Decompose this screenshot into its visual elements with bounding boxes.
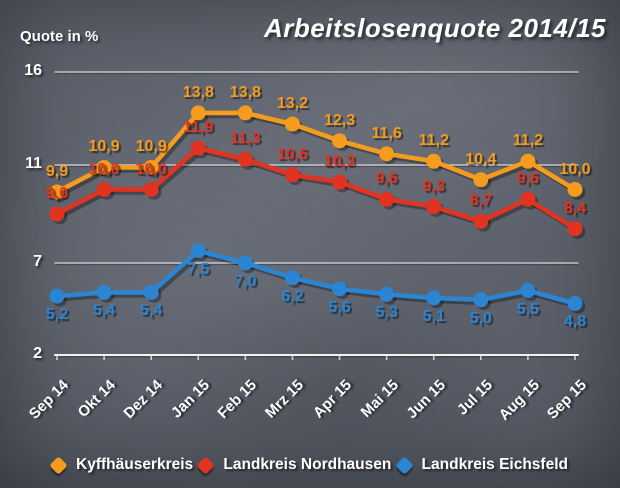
data-point (473, 292, 489, 308)
data-point (143, 159, 159, 175)
data-point (96, 284, 112, 300)
legend-item-landkreis-eichsfeld: Landkreis Eichsfeld (394, 455, 568, 475)
legend-item-kyffhaeuserkreis: Kyffhäuserkreis (49, 455, 194, 475)
value-label: 10,0 (88, 160, 120, 178)
value-label: 10,9 (135, 138, 167, 156)
value-label: 10,0 (559, 160, 591, 178)
value-label: 9,9 (45, 162, 69, 180)
data-point (426, 153, 442, 169)
data-point (143, 182, 159, 197)
value-label: 5,4 (92, 302, 116, 320)
data-point (426, 199, 442, 215)
data-point (96, 182, 112, 197)
value-label: 5,3 (375, 304, 398, 322)
data-point (49, 288, 65, 304)
data-point (379, 191, 395, 207)
value-label: 13,8 (182, 83, 214, 101)
value-label: 13,2 (276, 95, 309, 113)
legend-marker-diamond-icon (394, 455, 414, 475)
data-point (379, 146, 395, 162)
data-point (237, 151, 253, 167)
value-label: 12,3 (323, 111, 356, 129)
data-point (190, 105, 206, 121)
data-point (379, 286, 395, 302)
data-point (237, 255, 253, 271)
data-point (332, 281, 348, 297)
data-point (96, 159, 112, 175)
value-label: 9,0 (45, 185, 69, 202)
data-point (284, 116, 300, 132)
value-label: 8,4 (563, 199, 587, 217)
value-label: 5,5 (516, 300, 540, 318)
data-point (473, 213, 489, 229)
value-label: 11,9 (183, 119, 214, 137)
value-label: 10,9 (88, 138, 120, 156)
y-axis-title: Quote in % (20, 28, 99, 45)
value-label: 7,5 (187, 260, 210, 278)
data-point (520, 191, 536, 207)
value-label: 11,2 (418, 132, 449, 150)
data-point (284, 167, 300, 183)
data-point (49, 184, 65, 200)
legend: Kyffhäuserkreis Landkreis Nordhausen Lan… (0, 455, 620, 475)
data-point (332, 133, 348, 149)
data-point (143, 284, 159, 300)
y-tick-label: 16 (24, 62, 42, 79)
legend-marker-diamond-icon (196, 455, 216, 475)
value-label: 9,6 (516, 170, 540, 188)
data-point (49, 206, 65, 222)
data-point (520, 153, 536, 169)
chart-title: Arbeitslosenquote 2014/15 (264, 13, 606, 43)
value-label: 10,6 (276, 145, 309, 163)
legend-label: Landkreis Nordhausen (223, 456, 392, 473)
value-label: 5,2 (45, 306, 69, 324)
value-label: 9,3 (422, 177, 445, 195)
data-point (567, 182, 583, 197)
value-label: 5,1 (422, 307, 445, 325)
value-label: 5,0 (469, 309, 492, 327)
data-point (473, 172, 489, 188)
value-label: 6,2 (281, 287, 304, 305)
series-line-landkreis-eichsfeld (54, 248, 578, 306)
value-label: 11,2 (512, 132, 544, 150)
value-label: 5,4 (140, 302, 163, 320)
data-point (426, 290, 442, 306)
legend-label: Landkreis Eichsfeld (421, 456, 568, 473)
y-tick-label: 7 (33, 253, 42, 270)
data-point (567, 295, 583, 311)
value-label: 11,6 (371, 124, 402, 142)
data-point (190, 243, 206, 259)
data-point (284, 270, 300, 286)
value-label: 10,4 (465, 150, 497, 168)
value-label: 11,3 (230, 130, 261, 148)
data-point (237, 105, 253, 121)
chart-plot-area (49, 71, 586, 360)
legend-item-landkreis-nordhausen: Landkreis Nordhausen (196, 455, 392, 475)
series-line-kyffh-userkreis (54, 110, 578, 195)
value-label: 5,6 (328, 298, 351, 316)
value-label: 13,8 (229, 83, 261, 101)
value-label: 7,0 (234, 273, 257, 290)
series-line-landkreis-nordhausen (54, 145, 578, 231)
data-point (567, 221, 583, 237)
legend-label: Kyffhäuserkreis (76, 456, 194, 473)
data-point (332, 174, 348, 190)
value-label: 8,7 (469, 192, 492, 210)
data-point (520, 283, 536, 299)
value-label: 10,3 (323, 153, 356, 171)
y-tick-label: 2 (33, 345, 42, 362)
y-tick-label: 11 (25, 155, 42, 172)
data-point (190, 140, 206, 156)
value-label: 4,8 (563, 313, 587, 331)
value-label: 9,6 (375, 170, 398, 188)
value-label: 10,0 (135, 160, 167, 178)
legend-marker-diamond-icon (49, 455, 68, 475)
